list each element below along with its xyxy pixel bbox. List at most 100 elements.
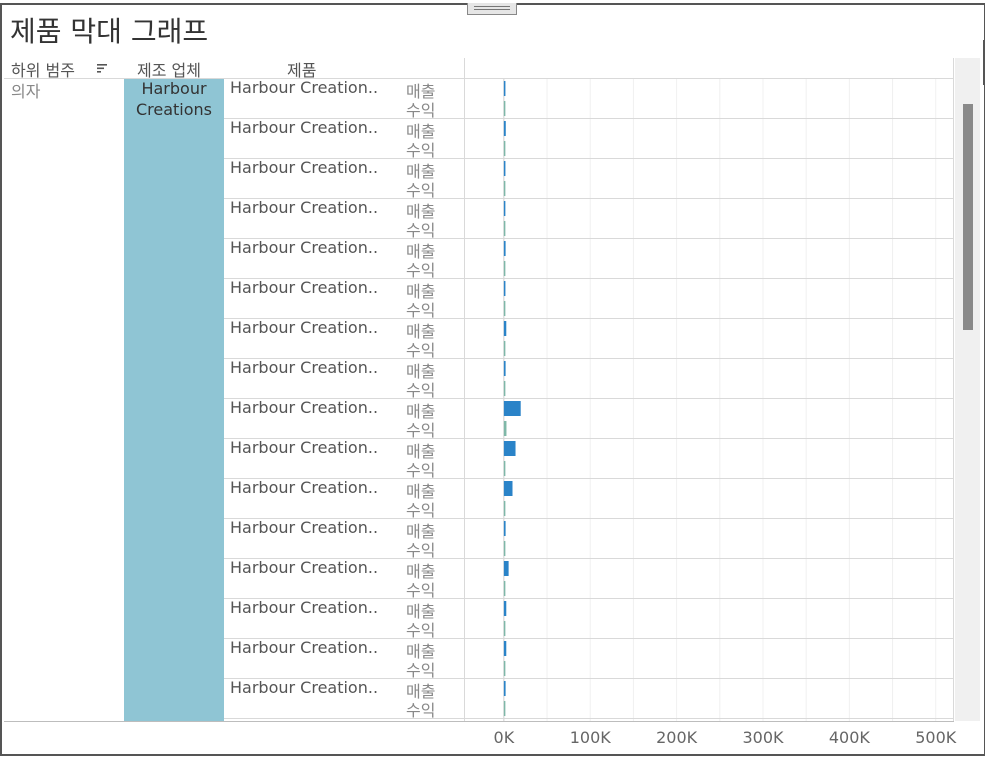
profit-bar[interactable] [503, 221, 506, 236]
manufacturer-band[interactable] [124, 79, 224, 721]
subcategory-label[interactable]: 의자 [11, 82, 41, 101]
measure-label-profit: 수익 [406, 381, 436, 400]
table-row[interactable]: Harbour Creation.. 매출 수익 [224, 358, 465, 400]
table-row[interactable]: Harbour Creation.. 매출 수익 [224, 518, 465, 560]
product-name[interactable]: Harbour Creation.. [230, 198, 379, 217]
measure-label-profit: 수익 [406, 501, 436, 520]
scrollbar-thumb[interactable] [963, 104, 973, 330]
profit-bar[interactable] [503, 541, 506, 556]
product-name[interactable]: Harbour Creation.. [230, 238, 379, 257]
product-name[interactable]: Harbour Creation.. [230, 278, 379, 297]
row-divider [224, 678, 465, 679]
axis-divider [4, 721, 954, 722]
profit-bar[interactable] [503, 701, 506, 716]
sales-bar[interactable] [503, 521, 506, 536]
row-divider [224, 198, 465, 199]
sheet-title: 제품 막대 그래프 [10, 15, 209, 48]
header-manufacturer[interactable]: 제조 업체 [137, 61, 201, 80]
profit-bar[interactable] [503, 301, 506, 316]
profit-bar[interactable] [503, 261, 506, 276]
measure-label-sales: 매출 [406, 362, 436, 381]
sales-bar[interactable] [503, 281, 506, 296]
product-name[interactable]: Harbour Creation.. [230, 398, 379, 417]
measure-label-profit: 수익 [406, 301, 436, 320]
table-row[interactable]: Harbour Creation.. 매출 수익 [224, 398, 465, 440]
sales-bar[interactable] [503, 201, 506, 216]
table-row[interactable]: Harbour Creation.. 매출 수익 [224, 678, 465, 720]
sales-bar[interactable] [503, 601, 507, 616]
sales-bar[interactable] [503, 121, 506, 136]
table-row[interactable]: Harbour Creation.. 매출 수익 [224, 238, 465, 280]
sales-bar[interactable] [503, 241, 506, 256]
sales-bar[interactable] [503, 161, 506, 176]
measure-label-sales: 매출 [406, 242, 436, 261]
table-row[interactable]: Harbour Creation.. 매출 수익 [224, 478, 465, 520]
product-name[interactable]: Harbour Creation.. [230, 478, 379, 497]
profit-bar[interactable] [503, 501, 506, 516]
measure-label-sales: 매출 [406, 202, 436, 221]
row-divider [224, 118, 465, 119]
profit-bar[interactable] [503, 181, 506, 196]
row-divider [224, 438, 465, 439]
sales-bar[interactable] [503, 561, 509, 576]
product-name[interactable]: Harbour Creation.. [230, 638, 379, 657]
sales-bar[interactable] [503, 401, 521, 416]
profit-bar[interactable] [503, 341, 506, 356]
x-tick-label: 500K [915, 728, 957, 747]
header-product[interactable]: 제품 [287, 61, 317, 80]
sales-bar[interactable] [503, 641, 507, 656]
manufacturer-label[interactable]: Harbour Creations [135, 79, 213, 119]
measure-label-profit: 수익 [406, 621, 436, 640]
product-name[interactable]: Harbour Creation.. [230, 438, 379, 457]
product-name[interactable]: Harbour Creation.. [230, 158, 379, 177]
row-divider [224, 278, 465, 279]
table-row[interactable]: Harbour Creation.. 매출 수익 [224, 198, 465, 240]
product-name[interactable]: Harbour Creation.. [230, 318, 379, 337]
table-row[interactable]: Harbour Creation.. 매출 수익 [224, 278, 465, 320]
sales-bar[interactable] [503, 481, 513, 496]
measure-label-profit: 수익 [406, 101, 436, 120]
product-name[interactable]: Harbour Creation.. [230, 558, 379, 577]
sales-bar[interactable] [503, 681, 506, 696]
sort-descending-icon[interactable] [96, 62, 108, 74]
table-row[interactable]: Harbour Creation.. 매출 수익 [224, 638, 465, 680]
table-row[interactable]: Harbour Creation.. 매출 수익 [224, 318, 465, 360]
profit-bar[interactable] [503, 101, 506, 116]
measure-label-profit: 수익 [406, 341, 436, 360]
sales-bar[interactable] [503, 81, 506, 96]
sales-bar[interactable] [503, 321, 507, 336]
sales-bar[interactable] [503, 361, 506, 376]
row-divider [224, 238, 465, 239]
profit-bar[interactable] [503, 421, 507, 436]
drag-handle-icon[interactable] [467, 3, 517, 15]
table-row[interactable]: Harbour Creation.. 매출 수익 [224, 158, 465, 200]
table-row[interactable]: Harbour Creation.. 매출 수익 [224, 558, 465, 600]
table-row[interactable]: Harbour Creation.. 매출 수익 [224, 79, 465, 120]
profit-bar[interactable] [503, 381, 506, 396]
profit-bar[interactable] [503, 621, 506, 636]
profit-bar[interactable] [503, 581, 506, 596]
bar-chart-svg [465, 79, 953, 721]
x-tick-label: 100K [569, 728, 611, 747]
product-name[interactable]: Harbour Creation.. [230, 518, 379, 537]
sales-bar[interactable] [503, 441, 516, 456]
measure-label-sales: 매출 [406, 682, 436, 701]
row-divider [224, 518, 465, 519]
product-name[interactable]: Harbour Creation.. [230, 118, 379, 137]
profit-bar[interactable] [503, 661, 506, 676]
row-divider [224, 358, 465, 359]
product-name[interactable]: Harbour Creation.. [230, 598, 379, 617]
measure-label-sales: 매출 [406, 162, 436, 181]
product-name[interactable]: Harbour Creation.. [230, 79, 379, 97]
profit-bar[interactable] [503, 141, 506, 156]
measure-label-profit: 수익 [406, 581, 436, 600]
header-subcategory[interactable]: 하위 범주 [11, 61, 75, 80]
vertical-scrollbar[interactable] [955, 58, 980, 721]
measure-label-sales: 매출 [406, 322, 436, 341]
table-row[interactable]: Harbour Creation.. 매출 수익 [224, 438, 465, 480]
product-name[interactable]: Harbour Creation.. [230, 678, 379, 697]
table-row[interactable]: Harbour Creation.. 매출 수익 [224, 598, 465, 640]
table-row[interactable]: Harbour Creation.. 매출 수익 [224, 118, 465, 160]
product-name[interactable]: Harbour Creation.. [230, 358, 379, 377]
profit-bar[interactable] [503, 461, 506, 476]
